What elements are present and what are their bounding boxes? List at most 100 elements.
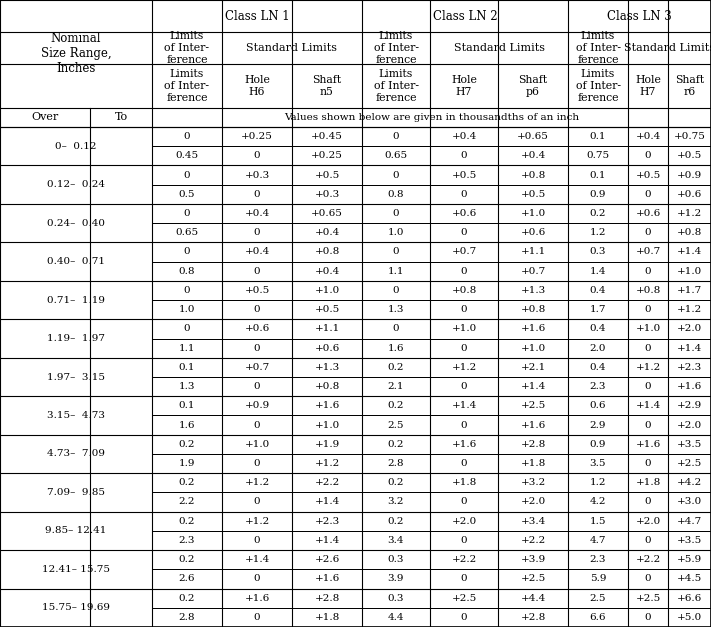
Bar <box>430 473 498 492</box>
Text: 0: 0 <box>645 190 651 199</box>
Bar <box>668 243 711 261</box>
Bar <box>222 166 292 185</box>
Bar <box>628 608 668 627</box>
Bar <box>0 108 90 127</box>
Text: 0: 0 <box>645 574 651 583</box>
Bar <box>292 569 362 589</box>
Text: +0.7: +0.7 <box>245 363 269 372</box>
Text: 0.2: 0.2 <box>387 440 405 449</box>
Bar <box>292 435 362 454</box>
Text: +0.9: +0.9 <box>245 401 269 410</box>
Bar <box>222 377 292 396</box>
Bar <box>628 223 668 243</box>
Text: 0: 0 <box>254 497 260 507</box>
Text: Limits
of Inter-
ference: Limits of Inter- ference <box>164 31 210 65</box>
Bar <box>568 339 628 358</box>
Bar <box>498 223 568 243</box>
Text: +2.8: +2.8 <box>314 594 340 603</box>
Text: +0.3: +0.3 <box>245 171 269 179</box>
Bar <box>152 512 222 531</box>
Text: +2.0: +2.0 <box>677 421 702 429</box>
Bar <box>668 358 711 377</box>
Text: Limits
of Inter-
ference: Limits of Inter- ference <box>575 31 621 65</box>
Text: +0.4: +0.4 <box>245 209 269 218</box>
Bar <box>628 492 668 512</box>
Bar <box>362 204 430 223</box>
Text: +3.0: +3.0 <box>677 497 702 507</box>
Text: +4.4: +4.4 <box>520 594 545 603</box>
Bar <box>152 396 222 416</box>
Text: +1.2: +1.2 <box>636 363 661 372</box>
Bar <box>668 300 711 319</box>
Bar <box>362 261 430 281</box>
Bar <box>668 377 711 396</box>
Text: 0.3: 0.3 <box>387 555 405 564</box>
Text: 0.65: 0.65 <box>176 228 198 237</box>
Bar <box>628 261 668 281</box>
Bar <box>152 108 711 127</box>
Text: 0: 0 <box>461 151 467 161</box>
Bar <box>568 166 628 185</box>
Bar <box>498 339 568 358</box>
Bar <box>628 550 668 569</box>
Bar <box>0 0 152 108</box>
Bar <box>222 281 292 300</box>
Text: +2.2: +2.2 <box>520 536 545 545</box>
Text: +3.4: +3.4 <box>520 517 545 525</box>
Text: 0: 0 <box>645 228 651 237</box>
Text: 3.4: 3.4 <box>387 536 405 545</box>
Bar <box>0 358 152 396</box>
Bar <box>430 185 498 204</box>
Text: 0.65: 0.65 <box>385 151 407 161</box>
Text: +5.9: +5.9 <box>677 555 702 564</box>
Bar <box>152 300 222 319</box>
Text: 2.3: 2.3 <box>178 536 196 545</box>
Bar <box>222 319 292 339</box>
Text: 2.2: 2.2 <box>178 497 196 507</box>
Text: 0: 0 <box>254 459 260 468</box>
Bar <box>628 358 668 377</box>
Text: +1.0: +1.0 <box>245 440 269 449</box>
Text: 0: 0 <box>392 171 400 179</box>
Text: 0: 0 <box>461 266 467 276</box>
Bar <box>0 243 152 281</box>
Text: 1.2: 1.2 <box>589 228 606 237</box>
Bar <box>568 589 628 608</box>
Bar <box>222 185 292 204</box>
Bar <box>668 416 711 435</box>
Text: 0.2: 0.2 <box>589 209 606 218</box>
Text: 4.4: 4.4 <box>387 613 405 622</box>
Text: +1.4: +1.4 <box>636 401 661 410</box>
Text: Shaft
p6: Shaft p6 <box>518 75 547 97</box>
Text: +0.75: +0.75 <box>673 132 705 141</box>
Text: +0.8: +0.8 <box>451 286 476 295</box>
Text: +1.2: +1.2 <box>245 478 269 487</box>
Text: +0.4: +0.4 <box>314 228 340 237</box>
Text: +0.8: +0.8 <box>677 228 702 237</box>
Bar <box>668 589 711 608</box>
Text: 0.3: 0.3 <box>387 594 405 603</box>
Text: +1.2: +1.2 <box>677 305 702 314</box>
Text: Class LN 2: Class LN 2 <box>433 9 497 23</box>
Bar <box>430 261 498 281</box>
Bar <box>668 569 711 589</box>
Bar <box>430 32 568 64</box>
Text: 0: 0 <box>392 209 400 218</box>
Text: 1.0: 1.0 <box>387 228 405 237</box>
Bar <box>430 531 498 550</box>
Bar <box>292 319 362 339</box>
Text: 2.9: 2.9 <box>589 421 606 429</box>
Bar <box>152 589 222 608</box>
Text: 0.6: 0.6 <box>589 401 606 410</box>
Bar <box>222 243 292 261</box>
Text: 1.5: 1.5 <box>589 517 606 525</box>
Text: +1.4: +1.4 <box>677 248 702 256</box>
Bar <box>292 339 362 358</box>
Text: +0.8: +0.8 <box>520 171 545 179</box>
Text: +1.2: +1.2 <box>677 209 702 218</box>
Bar <box>362 185 430 204</box>
Text: 0: 0 <box>645 421 651 429</box>
Bar <box>362 223 430 243</box>
Text: +1.3: +1.3 <box>520 286 545 295</box>
Bar <box>498 166 568 185</box>
